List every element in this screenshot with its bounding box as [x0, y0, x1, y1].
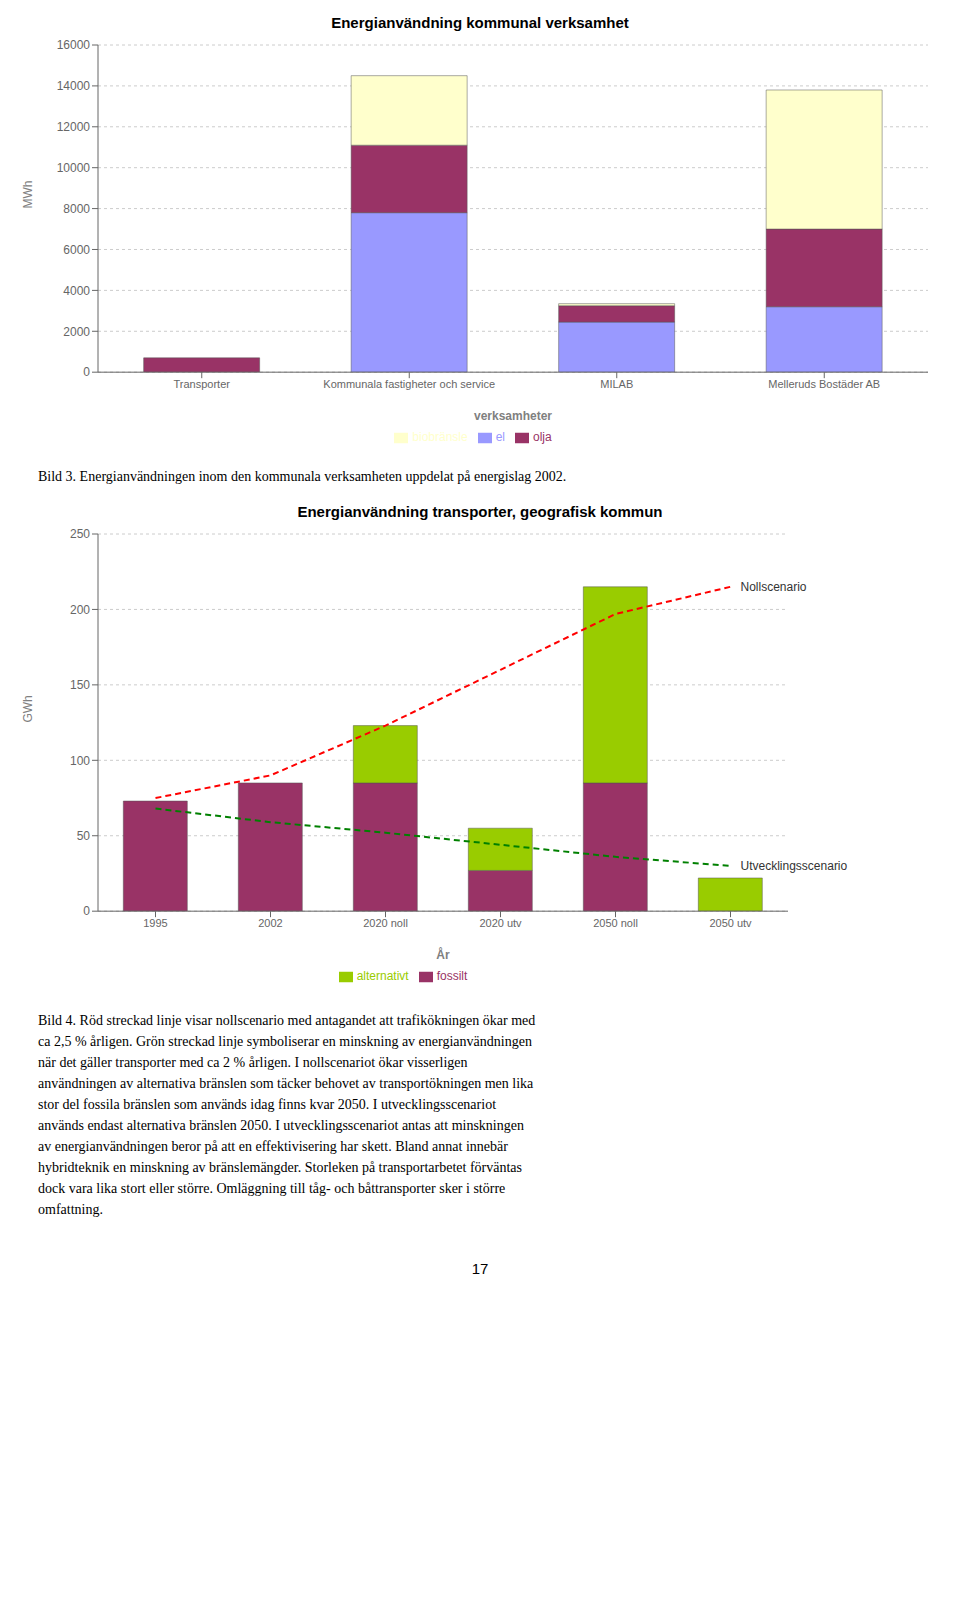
- html-text:Bild 3. Energianvändningen ino: Bild 3. Energianvändningen inom den komm…: [38, 469, 567, 484]
- svg-text:200: 200: [70, 603, 90, 617]
- svg-text:250: 250: [70, 527, 90, 541]
- html-text:när det gäller transporter med: när det gäller transporter med ca 2 % år…: [38, 1055, 468, 1070]
- html-text:Bild 4. Röd streckad linje vis: Bild 4. Röd streckad linje visar nollsce…: [38, 1013, 536, 1028]
- html-text:stor del fossila bränslen som: stor del fossila bränslen som används id…: [38, 1097, 496, 1112]
- svg-text:MILAB: MILAB: [600, 378, 633, 390]
- svg-text:6000: 6000: [63, 243, 90, 257]
- svg-text:4000: 4000: [63, 284, 90, 298]
- svg-text:2050 utv: 2050 utv: [709, 917, 752, 929]
- svg-text:150: 150: [70, 678, 90, 692]
- svg-text:Utvecklingsscenario: Utvecklingsscenario: [741, 859, 848, 873]
- svg-text:2020 noll: 2020 noll: [363, 917, 408, 929]
- svg-text:8000: 8000: [63, 202, 90, 216]
- html-text:dock vara lika stort eller stö: dock vara lika stort eller större. Omläg…: [38, 1181, 506, 1196]
- svg-text:MWh: MWh: [21, 181, 35, 209]
- svg-text:0: 0: [83, 904, 90, 918]
- svg-text:2050 noll: 2050 noll: [593, 917, 638, 929]
- html-text:användningen av alternativa br: användningen av alternativa bränslen som…: [38, 1076, 534, 1091]
- svg-text:1995: 1995: [143, 917, 167, 929]
- html-text:Energianvändning kommunal verk: Energianvändning kommunal verksamhet: [331, 14, 629, 31]
- svg-text:GWh: GWh: [21, 695, 35, 722]
- svg-text:10000: 10000: [57, 161, 91, 175]
- svg-text:16000: 16000: [57, 38, 91, 52]
- html-text:ca 2,5 % årligen. Grön strecka: ca 2,5 % årligen. Grön streckad linje sy…: [38, 1034, 532, 1049]
- html-text:biobränsle: biobränsle: [412, 430, 468, 445]
- svg-text:2002: 2002: [258, 917, 282, 929]
- svg-text:12000: 12000: [57, 120, 91, 134]
- html-text:används endast alternativa brä: används endast alternativa bränslen 2050…: [38, 1118, 524, 1133]
- html-text:av energianvändningen beror på: av energianvändningen beror på att en ef…: [38, 1139, 508, 1154]
- svg-text:2020 utv: 2020 utv: [479, 917, 522, 929]
- svg-text:100: 100: [70, 754, 90, 768]
- html-text:olja: olja: [533, 430, 552, 445]
- html-text:Energianvändning transporter,: Energianvändning transporter, geografisk…: [297, 503, 663, 520]
- svg-text:2000: 2000: [63, 325, 90, 339]
- html-text:fossilt: fossilt: [436, 969, 468, 984]
- svg-text:Kommunala fastigheter och serv: Kommunala fastigheter och service: [323, 378, 495, 390]
- svg-text:0: 0: [83, 365, 90, 379]
- svg-text:50: 50: [77, 829, 91, 843]
- svg-text:Nollscenario: Nollscenario: [741, 580, 807, 594]
- html-text:alternativt: alternativt: [356, 969, 409, 984]
- svg-text:verksamheter: verksamheter: [474, 409, 552, 423]
- svg-text:År: År: [436, 947, 450, 962]
- svg-text:Melleruds Bostäder AB: Melleruds Bostäder AB: [768, 378, 880, 390]
- html-text:omfattning.: omfattning.: [38, 1202, 103, 1217]
- html-text:el: el: [495, 430, 505, 445]
- svg-text:Transporter: Transporter: [174, 378, 231, 390]
- svg-text:14000: 14000: [57, 79, 91, 93]
- html-text:17: 17: [471, 1260, 489, 1277]
- html-text:hybridteknik en minskning av b: hybridteknik en minskning av bränslemäng…: [38, 1160, 522, 1175]
